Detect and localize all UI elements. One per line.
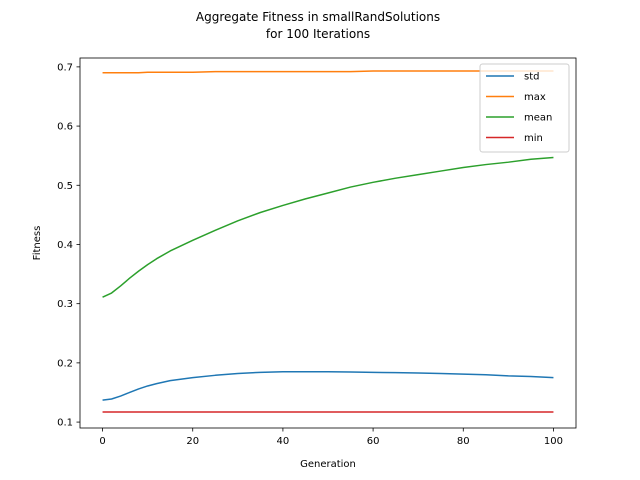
legend-label-min: min bbox=[524, 133, 543, 144]
x-tick-label: 60 bbox=[367, 436, 380, 447]
series-line-mean bbox=[102, 156, 554, 298]
y-ticks: 0.1 0.2 0.3 0.4 0.5 0.6 0.7 bbox=[57, 62, 80, 429]
y-tick-label: 0.4 bbox=[57, 240, 73, 251]
x-tick-label: 80 bbox=[457, 436, 470, 447]
chart-title-line-2: for 100 Iterations bbox=[266, 27, 370, 41]
series-line-std bbox=[102, 371, 554, 401]
y-axis-label: Fitness bbox=[32, 226, 43, 261]
series-line-max bbox=[102, 70, 554, 74]
legend-label-max: max bbox=[524, 92, 546, 103]
x-tick-label: 20 bbox=[186, 436, 199, 447]
legend: std max mean min bbox=[479, 63, 570, 153]
series-layer bbox=[102, 70, 554, 413]
y-tick-label: 0.5 bbox=[57, 181, 73, 192]
x-axis-label: Generation bbox=[300, 459, 356, 470]
legend-label-std: std bbox=[524, 72, 539, 83]
y-tick-label: 0.2 bbox=[57, 358, 73, 369]
axes-spines bbox=[79, 57, 577, 429]
y-tick-label: 0.6 bbox=[57, 122, 73, 133]
x-ticks: 0 20 40 60 80 100 bbox=[99, 428, 563, 447]
y-tick-label: 0.7 bbox=[57, 62, 73, 73]
y-tick-label: 0.1 bbox=[57, 418, 73, 429]
legend-label-mean: mean bbox=[524, 113, 552, 124]
x-tick-label: 0 bbox=[99, 436, 105, 447]
y-tick-label: 0.3 bbox=[57, 299, 73, 310]
x-tick-label: 100 bbox=[544, 436, 563, 447]
chart-title-line-1: Aggregate Fitness in smallRandSolutions bbox=[196, 10, 440, 24]
legend-box bbox=[479, 63, 570, 153]
x-tick-label: 40 bbox=[277, 436, 290, 447]
axes-frame bbox=[79, 57, 577, 429]
